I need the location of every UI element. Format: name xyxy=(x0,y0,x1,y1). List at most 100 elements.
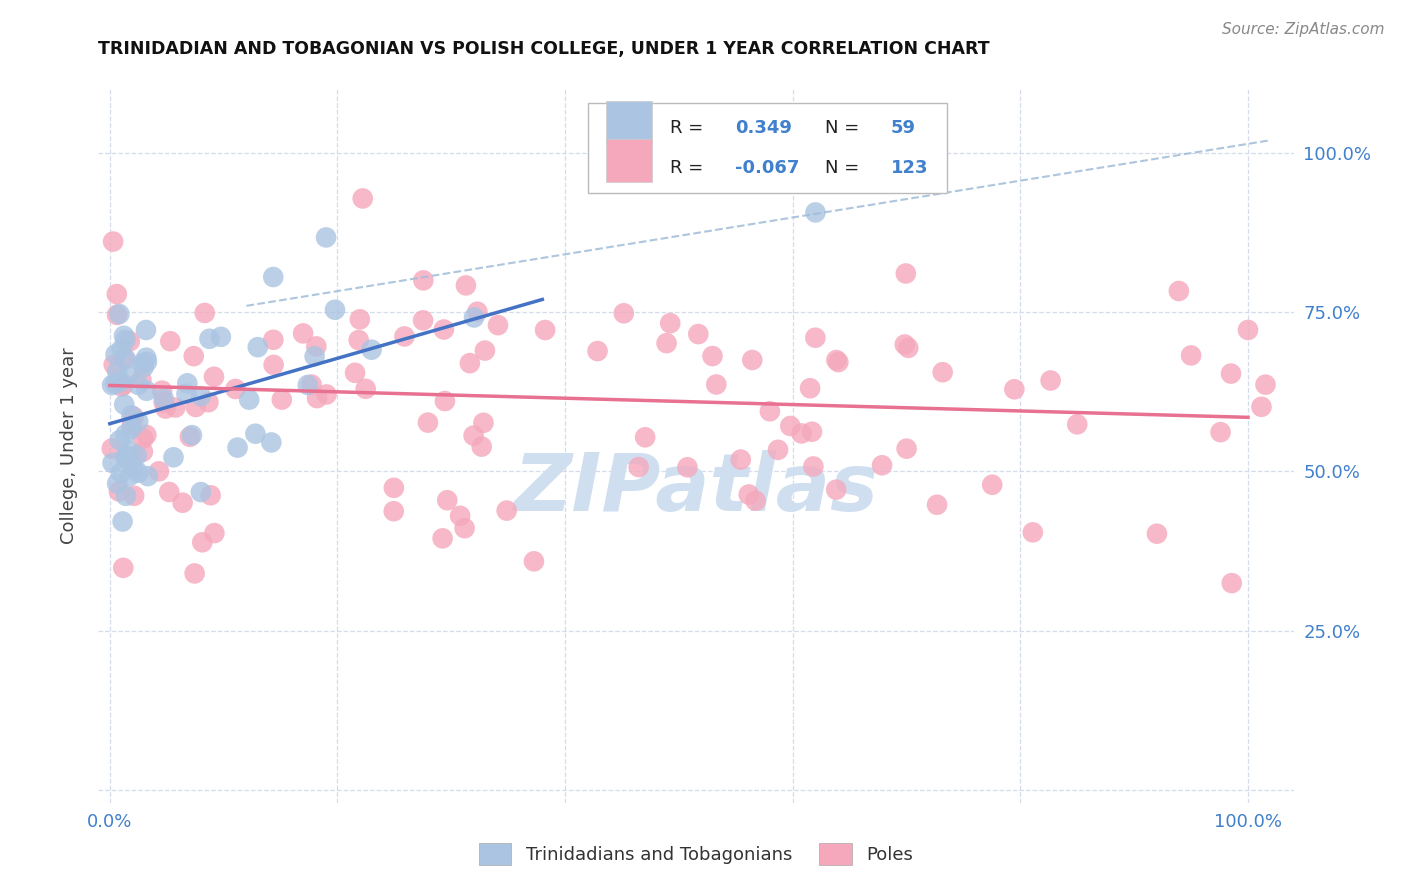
Point xyxy=(301,377,323,392)
Point xyxy=(1167,284,1189,298)
Point xyxy=(131,373,153,387)
Point xyxy=(416,416,439,430)
Point xyxy=(1180,348,1202,362)
Point xyxy=(1039,374,1062,388)
Point xyxy=(152,392,174,406)
Point xyxy=(1250,400,1272,414)
Point xyxy=(627,460,650,475)
Point xyxy=(117,368,139,383)
Point xyxy=(354,382,377,396)
Point xyxy=(111,379,134,393)
Point xyxy=(111,515,134,529)
Point xyxy=(433,394,456,409)
Point xyxy=(634,430,657,444)
Point xyxy=(105,287,128,301)
Point xyxy=(101,442,124,456)
Point xyxy=(613,306,636,320)
Point xyxy=(224,382,246,396)
Point xyxy=(155,401,177,416)
Point xyxy=(110,375,132,389)
Point xyxy=(894,267,917,281)
Point xyxy=(112,351,135,366)
Point xyxy=(801,425,824,439)
Point xyxy=(135,351,157,365)
Point xyxy=(896,442,918,456)
Point xyxy=(112,398,135,412)
Point xyxy=(1254,377,1277,392)
Text: R =: R = xyxy=(669,120,709,137)
Point xyxy=(292,326,315,341)
Point xyxy=(463,310,485,325)
Point xyxy=(118,444,141,458)
Point xyxy=(179,430,201,444)
Point xyxy=(433,322,456,336)
Point xyxy=(120,422,142,436)
Point xyxy=(176,376,198,391)
Text: -0.067: -0.067 xyxy=(735,159,800,177)
Point xyxy=(803,459,825,474)
Point xyxy=(744,493,766,508)
Point xyxy=(382,481,405,495)
Point xyxy=(112,377,135,392)
Point xyxy=(111,342,134,356)
Point xyxy=(104,347,127,361)
FancyBboxPatch shape xyxy=(588,103,948,193)
Legend: Trinidadians and Tobagonians, Poles: Trinidadians and Tobagonians, Poles xyxy=(471,836,921,872)
Point xyxy=(523,554,546,568)
Point xyxy=(121,459,143,474)
Point xyxy=(115,449,138,463)
Point xyxy=(114,333,136,347)
Point xyxy=(125,449,148,463)
Point xyxy=(352,191,374,205)
Point xyxy=(132,432,155,446)
Point xyxy=(741,353,763,368)
Point xyxy=(262,270,284,285)
Point xyxy=(799,381,821,395)
Point xyxy=(463,428,485,442)
Point xyxy=(136,469,159,483)
Point xyxy=(198,332,221,346)
Point xyxy=(297,378,319,392)
Point xyxy=(1066,417,1088,432)
Point xyxy=(432,532,454,546)
Point xyxy=(263,358,285,372)
Point xyxy=(738,487,761,501)
Point xyxy=(827,355,849,369)
Point xyxy=(315,387,337,401)
Point xyxy=(108,307,131,321)
Text: N =: N = xyxy=(825,159,865,177)
Point xyxy=(135,323,157,337)
Bar xyxy=(606,101,652,144)
Point xyxy=(1022,525,1045,540)
Point xyxy=(135,384,157,398)
Text: ZIPatlas: ZIPatlas xyxy=(513,450,879,528)
Point xyxy=(458,356,481,370)
Text: R =: R = xyxy=(669,159,709,177)
Point xyxy=(209,330,232,344)
Point xyxy=(655,336,678,351)
Point xyxy=(702,349,724,363)
Point xyxy=(135,428,157,442)
Point xyxy=(486,318,509,333)
Point xyxy=(1220,367,1243,381)
Point xyxy=(449,508,471,523)
Point xyxy=(190,389,212,403)
Point xyxy=(238,392,260,407)
Point xyxy=(315,230,337,244)
Point xyxy=(103,358,125,372)
Point xyxy=(825,353,848,368)
Point xyxy=(114,427,136,442)
Point xyxy=(360,343,382,357)
Point xyxy=(226,441,249,455)
Point xyxy=(472,416,495,430)
Point xyxy=(132,444,155,458)
Point xyxy=(676,460,699,475)
Point xyxy=(804,205,827,219)
Point xyxy=(897,341,920,355)
Point xyxy=(197,395,219,409)
Point xyxy=(704,377,727,392)
Point xyxy=(190,485,212,500)
Point xyxy=(262,333,284,347)
Point xyxy=(1209,425,1232,439)
Point xyxy=(454,278,477,293)
